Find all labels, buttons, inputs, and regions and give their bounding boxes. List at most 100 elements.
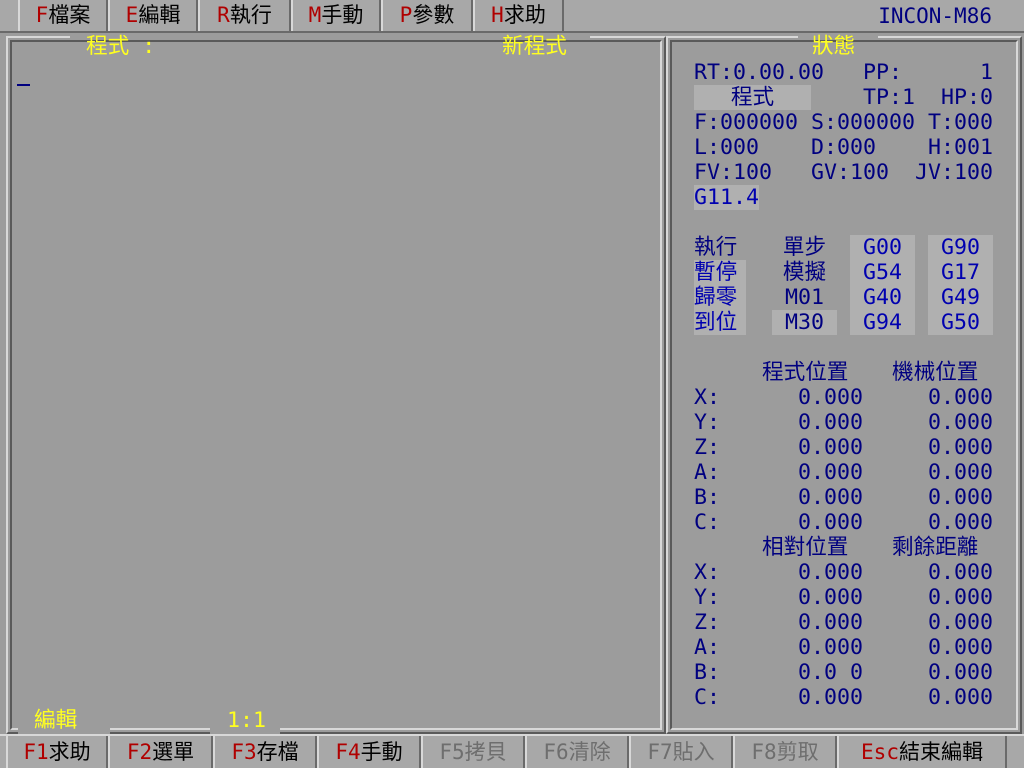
gcode-g00: G00 bbox=[850, 235, 915, 260]
menu-f[interactable]: F檔案 bbox=[18, 0, 108, 31]
fkey-label: 剪取 bbox=[776, 740, 819, 764]
program-value: 0.000 bbox=[797, 410, 863, 435]
fkey-key: F8 bbox=[751, 740, 777, 764]
menu-m[interactable]: M手動 bbox=[291, 0, 381, 31]
fkey-label: 存檔 bbox=[256, 740, 299, 764]
menu-label: 求助 bbox=[503, 3, 546, 27]
remaining-value: 0.000 bbox=[927, 635, 993, 660]
header-relative: 相對位置 bbox=[762, 535, 849, 560]
mode-label: 程式 bbox=[694, 85, 811, 110]
menu-p[interactable]: P參數 bbox=[381, 0, 473, 31]
editor-mode: 編輯 bbox=[34, 708, 78, 733]
fkey-key: F4 bbox=[335, 740, 361, 764]
cursor-position: 1:1 bbox=[227, 708, 267, 733]
header-program: 程式位置 bbox=[762, 360, 849, 385]
program-value: 0.000 bbox=[797, 485, 863, 510]
remaining-value: 0.000 bbox=[927, 610, 993, 635]
fkey-label: 求助 bbox=[48, 740, 91, 764]
fkey-label: 清除 bbox=[568, 740, 611, 764]
tp-value: TP:1 bbox=[863, 85, 916, 110]
gv-override: GV:100 bbox=[811, 160, 890, 185]
state-3: 到位 bbox=[694, 310, 746, 335]
relative-value: 0.000 bbox=[797, 685, 863, 710]
menu-hotkey: H bbox=[491, 3, 504, 27]
menu-r[interactable]: R執行 bbox=[198, 0, 291, 31]
fkey-key: F3 bbox=[231, 740, 257, 764]
menu-label: 編輯 bbox=[138, 3, 181, 27]
axis-label: Z: bbox=[694, 435, 721, 460]
fkey-f1[interactable]: F1求助 bbox=[6, 736, 108, 768]
fkey-key: F5 bbox=[439, 740, 465, 764]
l-value: L:000 bbox=[694, 135, 760, 160]
remaining-value: 0.000 bbox=[927, 585, 993, 610]
feed-override: FV:100 bbox=[694, 160, 773, 185]
menu-hotkey: F bbox=[35, 3, 49, 27]
h-value: H:001 bbox=[928, 135, 994, 160]
fkey-f3[interactable]: F3存檔 bbox=[213, 736, 317, 768]
fkey-f7[interactable]: F7貼入 bbox=[629, 736, 733, 768]
option-3: M30 bbox=[772, 310, 837, 335]
gcode-g49: G49 bbox=[928, 285, 993, 310]
state-1: 暫停 bbox=[694, 260, 746, 285]
machine-value: 0.000 bbox=[927, 510, 993, 535]
option-1: 模擬 bbox=[782, 260, 827, 285]
fkey-key: Esc bbox=[861, 740, 899, 764]
axis-label: Y: bbox=[694, 585, 721, 610]
brand-label: INCON-M86 bbox=[878, 4, 992, 28]
relative-value: 0.0 0 bbox=[797, 660, 863, 685]
menu-label: 手動 bbox=[321, 3, 364, 27]
fkey-key: F7 bbox=[647, 740, 673, 764]
fkey-f5[interactable]: F5拷貝 bbox=[421, 736, 525, 768]
fkey-f8[interactable]: F8剪取 bbox=[733, 736, 837, 768]
function-key-bar: F1求助 F2選單 F3存檔 F4手動 F5拷貝 F6清除 F7貼入 F8剪取 Esc結束編輯 bbox=[0, 734, 1024, 768]
gcode-g50: G50 bbox=[928, 310, 993, 335]
menu-label: 參數 bbox=[412, 3, 455, 27]
menu-label: 執行 bbox=[229, 3, 272, 27]
gcode-g94: G94 bbox=[850, 310, 915, 335]
option-2: M01 bbox=[784, 285, 824, 310]
remaining-value: 0.000 bbox=[927, 560, 993, 585]
program-value: 0.000 bbox=[797, 435, 863, 460]
state-2: 歸零 bbox=[694, 285, 746, 310]
menu-e[interactable]: E編輯 bbox=[108, 0, 198, 31]
fkey-f2[interactable]: F2選單 bbox=[108, 736, 213, 768]
editor-area[interactable] bbox=[10, 40, 662, 730]
header-machine: 機械位置 bbox=[892, 360, 979, 385]
hp-value: HP:0 bbox=[941, 85, 994, 110]
fkey-f6[interactable]: F6清除 bbox=[525, 736, 629, 768]
relative-value: 0.000 bbox=[797, 610, 863, 635]
fkey-label: 結束編輯 bbox=[898, 740, 983, 764]
menu-h[interactable]: H求助 bbox=[473, 0, 564, 31]
gcode-g90: G90 bbox=[928, 235, 993, 260]
axis-label: B: bbox=[694, 660, 721, 685]
axis-label: Y: bbox=[694, 410, 721, 435]
fkey-label: 手動 bbox=[360, 740, 403, 764]
gcode-g17: G17 bbox=[928, 260, 993, 285]
axis-label: B: bbox=[694, 485, 721, 510]
axis-label: X: bbox=[694, 385, 721, 410]
program-value: 0.000 bbox=[797, 510, 863, 535]
remaining-value: 0.000 bbox=[927, 660, 993, 685]
axis-label: A: bbox=[694, 460, 721, 485]
jog-override: JV:100 bbox=[915, 160, 994, 185]
pp-label: PP: bbox=[863, 60, 903, 85]
rt-time: RT:0.00.00 bbox=[694, 60, 825, 85]
menu-hotkey: E bbox=[125, 3, 139, 27]
feed: F:000000 bbox=[694, 110, 799, 135]
spindle: S:000000 bbox=[811, 110, 916, 135]
fkey-esc[interactable]: Esc結束編輯 bbox=[837, 736, 1007, 768]
axis-label: C: bbox=[694, 685, 721, 710]
header-remaining: 剩餘距離 bbox=[892, 535, 979, 560]
fkey-key: F6 bbox=[543, 740, 569, 764]
menu-label: 檔案 bbox=[48, 3, 91, 27]
machine-value: 0.000 bbox=[927, 435, 993, 460]
menu-bar: INCON-M86 F檔案 E編輯 R執行 M手動 P參數 H求助 bbox=[0, 0, 1024, 33]
program-value: 0.000 bbox=[797, 460, 863, 485]
status-area bbox=[670, 40, 1018, 730]
text-cursor: _ bbox=[17, 62, 31, 87]
relative-value: 0.000 bbox=[797, 585, 863, 610]
remaining-value: 0.000 bbox=[927, 685, 993, 710]
editor-title: 程式 : bbox=[86, 34, 156, 59]
pp-value: 1 bbox=[980, 60, 994, 85]
fkey-f4[interactable]: F4手動 bbox=[317, 736, 421, 768]
